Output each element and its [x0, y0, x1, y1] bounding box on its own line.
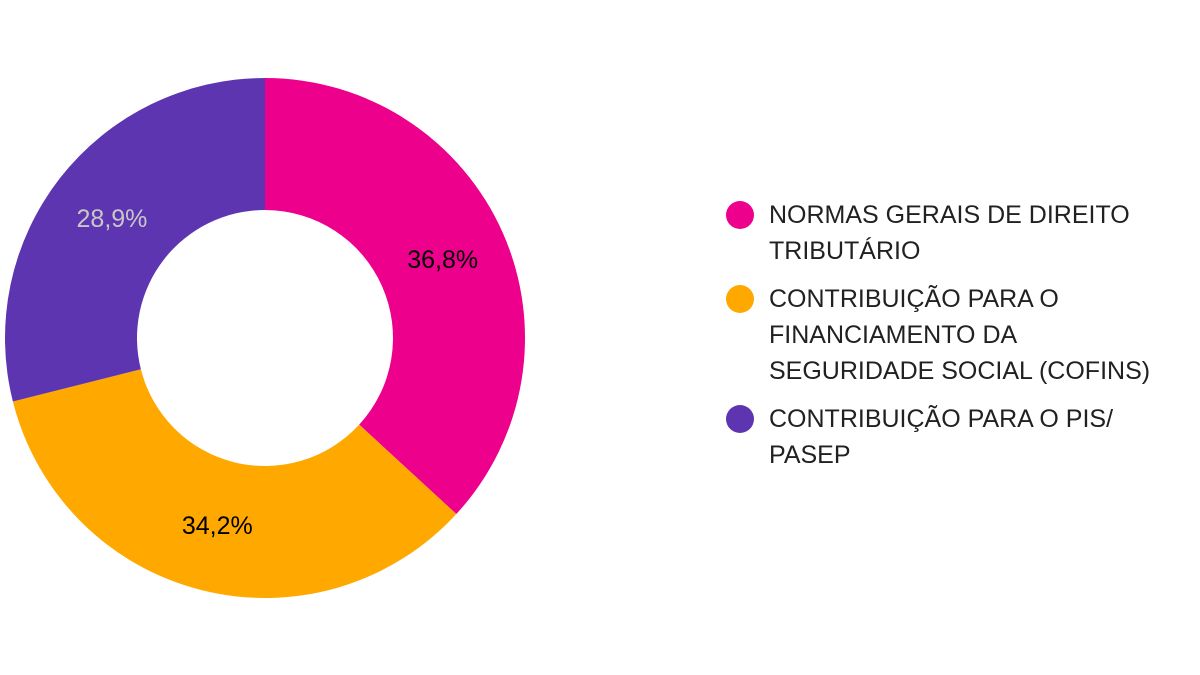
legend-swatch-icon	[726, 201, 754, 229]
legend-swatch-icon	[726, 285, 754, 313]
legend-label: CONTRIBUIÇÃO PARA O PIS/ PASEP	[769, 405, 1114, 469]
slice-pis-pasep	[4, 78, 265, 402]
legend-label: NORMAS GERAIS DE DIREITO TRIBUTÁRIO	[769, 201, 1130, 265]
slice-labels: 36,8% 34,2% 28,9%	[77, 205, 479, 540]
donut-slices	[4, 78, 525, 599]
legend-swatch-icon	[726, 405, 754, 433]
legend-label: CONTRIBUIÇÃO PARA O FINANCIAMENTO DA SEG…	[769, 285, 1151, 385]
slice-normas-gerais	[265, 78, 525, 515]
slice-pis-pasep-value-label: 28,9%	[77, 205, 148, 233]
chart-legend: NORMAS GERAIS DE DIREITO TRIBUTÁRIO CONTR…	[726, 197, 1196, 485]
donut-chart: 36,8% 34,2% 28,9%	[4, 78, 525, 599]
slice-cofins	[12, 369, 457, 599]
slice-cofins-value-label: 34,2%	[182, 512, 253, 540]
legend-item-pis-pasep: CONTRIBUIÇÃO PARA O PIS/ PASEP	[726, 401, 1196, 473]
slice-normas-gerais-value-label: 36,8%	[407, 246, 478, 274]
legend-item-cofins: CONTRIBUIÇÃO PARA O FINANCIAMENTO DA SEG…	[726, 281, 1196, 389]
legend-item-normas-gerais: NORMAS GERAIS DE DIREITO TRIBUTÁRIO	[726, 197, 1196, 269]
